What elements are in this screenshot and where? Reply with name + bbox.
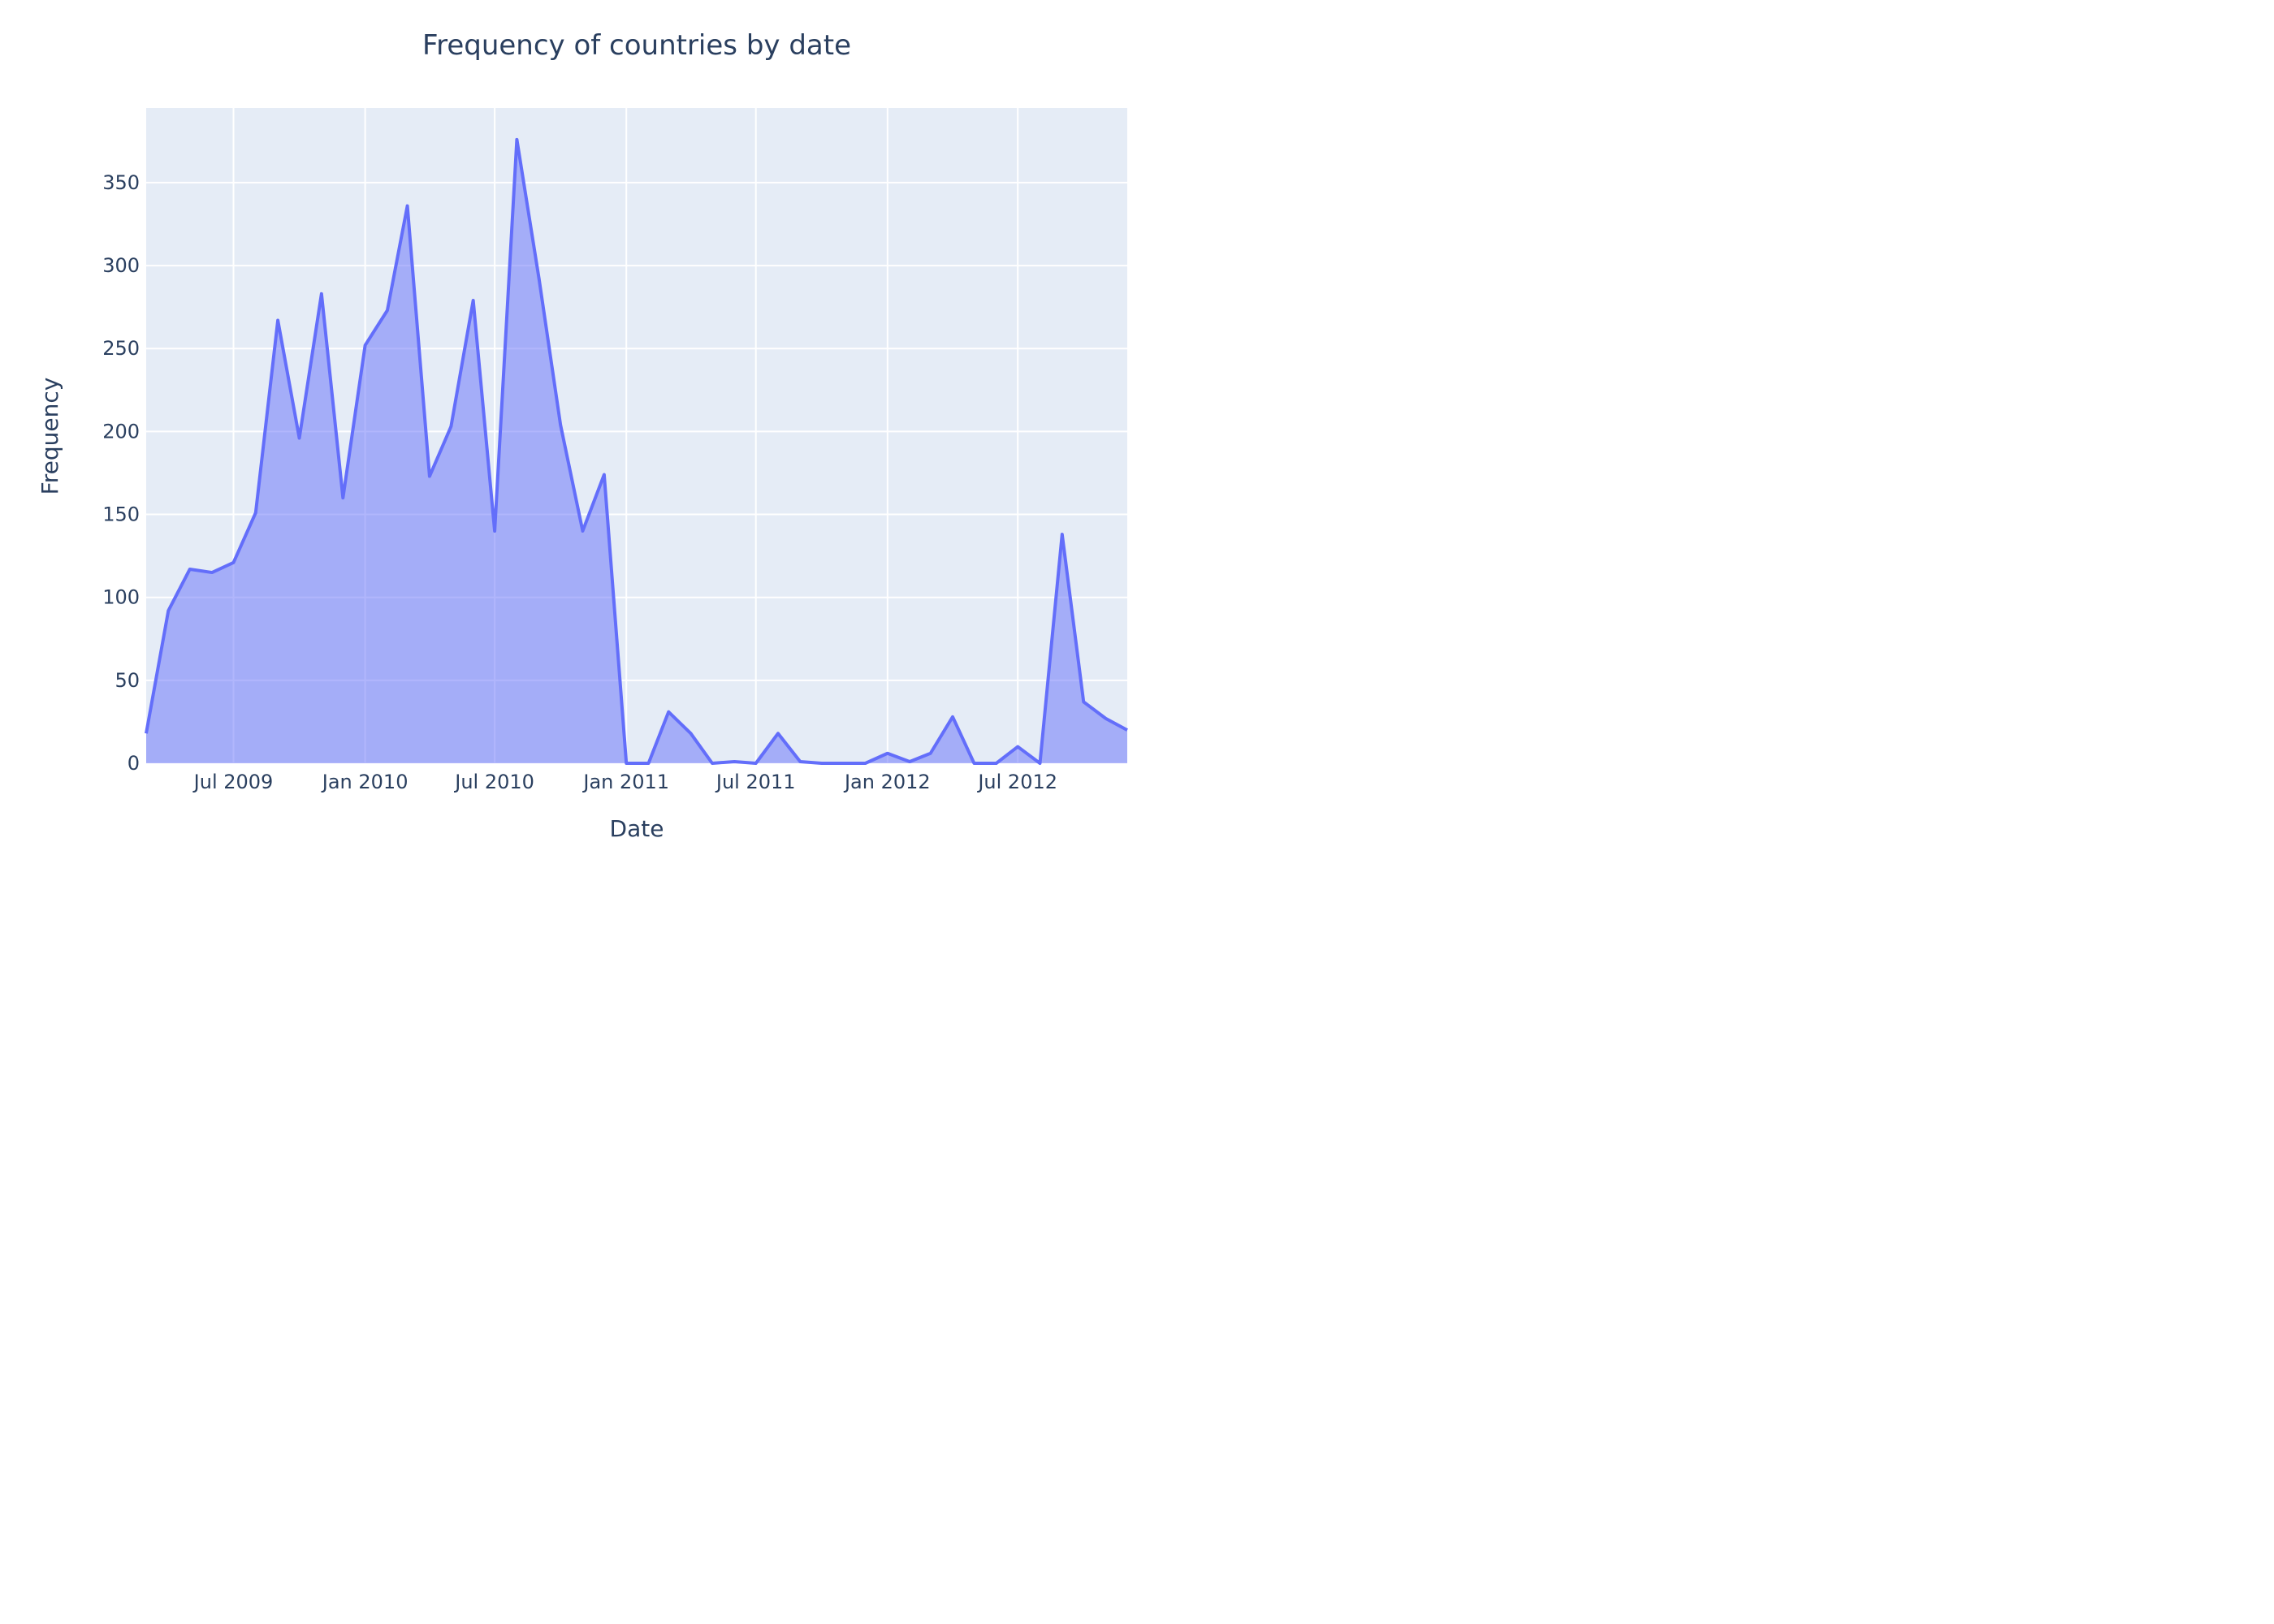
x-axis-title: Date [610, 815, 664, 842]
x-tick-label: Jul 2012 [976, 771, 1057, 793]
x-tick-label: Jan 2012 [843, 771, 931, 793]
y-tick-label: 250 [102, 337, 140, 360]
y-tick-label: 150 [102, 503, 140, 526]
y-tick-label: 100 [102, 586, 140, 609]
y-tick-label: 350 [102, 171, 140, 194]
x-tick-label: Jan 2010 [321, 771, 409, 793]
y-tick-label: 50 [115, 669, 140, 692]
y-tick-label: 200 [102, 420, 140, 443]
x-axis-ticks: Jul 2009 Jan 2010 Jul 2010 Jan 2011 Jul 2011… [192, 771, 1057, 793]
y-axis-ticks: 0 50 100 150 200 250 300 350 [102, 171, 140, 775]
chart-title: Frequency of countries by date [422, 29, 851, 62]
y-tick-label: 300 [102, 254, 140, 277]
x-tick-label: Jan 2011 [581, 771, 669, 793]
x-tick-label: Jul 2010 [453, 771, 534, 793]
x-tick-label: Jul 2011 [715, 771, 796, 793]
chart-container: 0 50 100 150 200 250 300 350 Jul 2009 Jan 2010 Ju… [0, 0, 1267, 893]
y-axis-title: Frequency [37, 378, 63, 495]
y-tick-label: 0 [128, 752, 140, 775]
series-line [145, 137, 1128, 765]
x-tick-label: Jul 2009 [192, 771, 274, 793]
